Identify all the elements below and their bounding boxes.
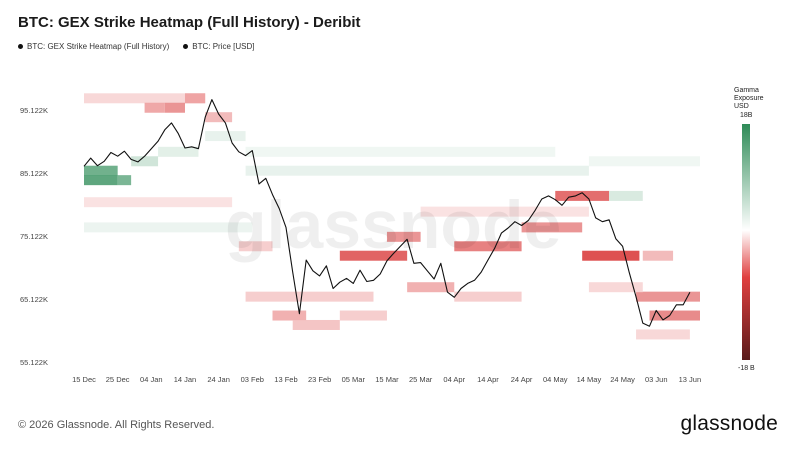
- x-tick-label: 04 May: [543, 375, 568, 384]
- heatmap-cell: [164, 102, 185, 113]
- legend-label-price: BTC: Price [USD]: [192, 42, 255, 51]
- legend-label-heatmap: BTC: GEX Strike Heatmap (Full History): [27, 42, 170, 51]
- heatmap-cell: [407, 282, 455, 293]
- colorbar-min-label: -18 B: [738, 365, 755, 372]
- x-tick-label: 23 Feb: [308, 375, 331, 384]
- heatmap-cell: [272, 310, 307, 321]
- heatmap-cell: [245, 146, 556, 157]
- heatmap-cell: [131, 156, 159, 167]
- price-series: [83, 99, 691, 327]
- x-tick-label: 15 Mar: [375, 375, 399, 384]
- heatmap-cell: [609, 190, 643, 201]
- heatmap-cell: [588, 156, 700, 167]
- x-tick-label: 03 Jun: [645, 375, 668, 384]
- x-tick-label: 03 Feb: [241, 375, 264, 384]
- heatmap-cell: [636, 329, 690, 340]
- heatmap-cell: [238, 241, 273, 252]
- y-tick-label: 55.122K: [20, 358, 48, 367]
- heatmap-cell: [84, 93, 206, 104]
- x-tick-label: 05 Mar: [342, 375, 366, 384]
- x-tick-label: 25 Dec: [106, 375, 130, 384]
- heatmap-cell: [642, 250, 674, 261]
- x-tick-label: 24 Apr: [511, 375, 533, 384]
- x-tick-label: 25 Mar: [409, 375, 433, 384]
- legend-dot-price: [183, 44, 189, 49]
- heatmap-cell: [649, 310, 700, 321]
- x-tick-label: 04 Apr: [443, 375, 465, 384]
- heatmap-cell: [521, 222, 583, 233]
- heatmap-cell: [144, 102, 165, 113]
- heatmap-cell: [205, 112, 233, 123]
- colorbar-gradient: [742, 124, 750, 360]
- heatmap-cell: [117, 175, 132, 186]
- colorbar-title-line: Gamma: [734, 87, 759, 94]
- heatmap-cell: [339, 250, 408, 261]
- x-axis-ticks: 15 Dec 25 Dec 04 Jan 14 Jan 24 Jan 03 Feb 13 F…: [72, 375, 701, 384]
- heatmap-cell: [386, 231, 421, 242]
- x-tick-label: 14 May: [577, 375, 602, 384]
- x-tick-label: 14 Apr: [477, 375, 499, 384]
- heatmap-cell: [420, 206, 589, 217]
- price-line: [83, 99, 691, 327]
- x-tick-label: 13 Jun: [679, 375, 702, 384]
- x-tick-label: 13 Feb: [274, 375, 297, 384]
- heatmap-cell: [245, 291, 374, 302]
- heatmap-cell: [339, 310, 387, 321]
- heatmap-cell: [588, 282, 643, 293]
- y-tick-label: 65.122K: [20, 295, 48, 304]
- x-tick-label: 15 Dec: [72, 375, 96, 384]
- footer-copyright: © 2026 Glassnode. All Rights Reserved.: [18, 419, 215, 431]
- legend-item-heatmap[interactable]: BTC: GEX Strike Heatmap (Full History): [18, 42, 169, 51]
- y-tick-label: 95.122K: [20, 106, 48, 115]
- legend-item-price[interactable]: BTC: Price [USD]: [183, 42, 254, 51]
- heatmap-cell: [582, 250, 640, 261]
- chart-title: BTC: GEX Strike Heatmap (Full History) -…: [18, 14, 361, 31]
- heatmap-cell: [454, 291, 522, 302]
- chart-legend: BTC: GEX Strike Heatmap (Full History) B…: [18, 42, 254, 51]
- watermark: glassnode: [225, 187, 561, 263]
- y-tick-label: 85.122K: [20, 169, 48, 178]
- y-axis-ticks: 95.122K 85.122K 75.122K 65.122K 55.122K: [20, 106, 48, 367]
- heatmap-cells: [84, 93, 700, 340]
- colorbar-title-line: USD: [734, 103, 749, 110]
- heatmap-cell: [84, 165, 118, 176]
- x-tick-label: 14 Jan: [174, 375, 197, 384]
- heatmap-cell: [84, 175, 118, 186]
- heatmap-cell: [184, 93, 206, 104]
- x-tick-label: 24 Jan: [207, 375, 230, 384]
- heatmap-cell: [205, 131, 246, 142]
- x-tick-label: 04 Jan: [140, 375, 163, 384]
- heatmap-cell: [245, 165, 589, 176]
- x-tick-label: 24 May: [610, 375, 635, 384]
- heatmap-cell: [292, 319, 340, 330]
- heatmap-cell: [555, 190, 610, 201]
- legend-dot-heatmap: [18, 44, 23, 49]
- colorbar-title-line: Exposure: [734, 95, 764, 102]
- glassnode-logo[interactable]: glassnode: [680, 412, 778, 435]
- colorbar-max-label: 18B: [740, 112, 753, 119]
- heatmap-cell: [84, 222, 253, 233]
- y-tick-label: 75.122K: [20, 232, 48, 241]
- colorbar-title: Gamma Exposure USD: [734, 87, 774, 111]
- heatmap-cell: [636, 291, 700, 302]
- heatmap-cell: [84, 197, 233, 208]
- heatmap-cell: [158, 146, 199, 157]
- heatmap-cell: [454, 241, 522, 252]
